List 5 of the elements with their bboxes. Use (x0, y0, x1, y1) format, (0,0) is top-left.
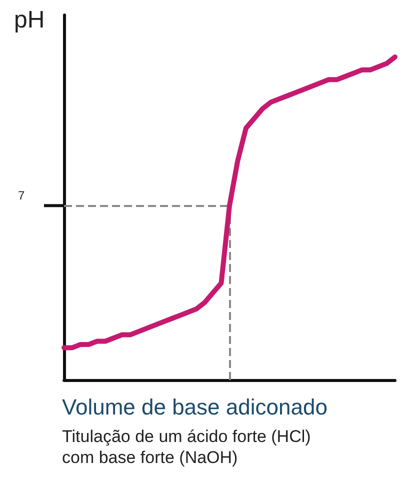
text: 7 (18, 188, 25, 203)
y-axis-title: pH (14, 6, 45, 34)
text: com base forte (NaOH) (62, 448, 238, 467)
x-axis-title: Volume de base adiconado (62, 394, 328, 420)
text: Titulação de um ácido forte (HCl) (62, 427, 311, 446)
